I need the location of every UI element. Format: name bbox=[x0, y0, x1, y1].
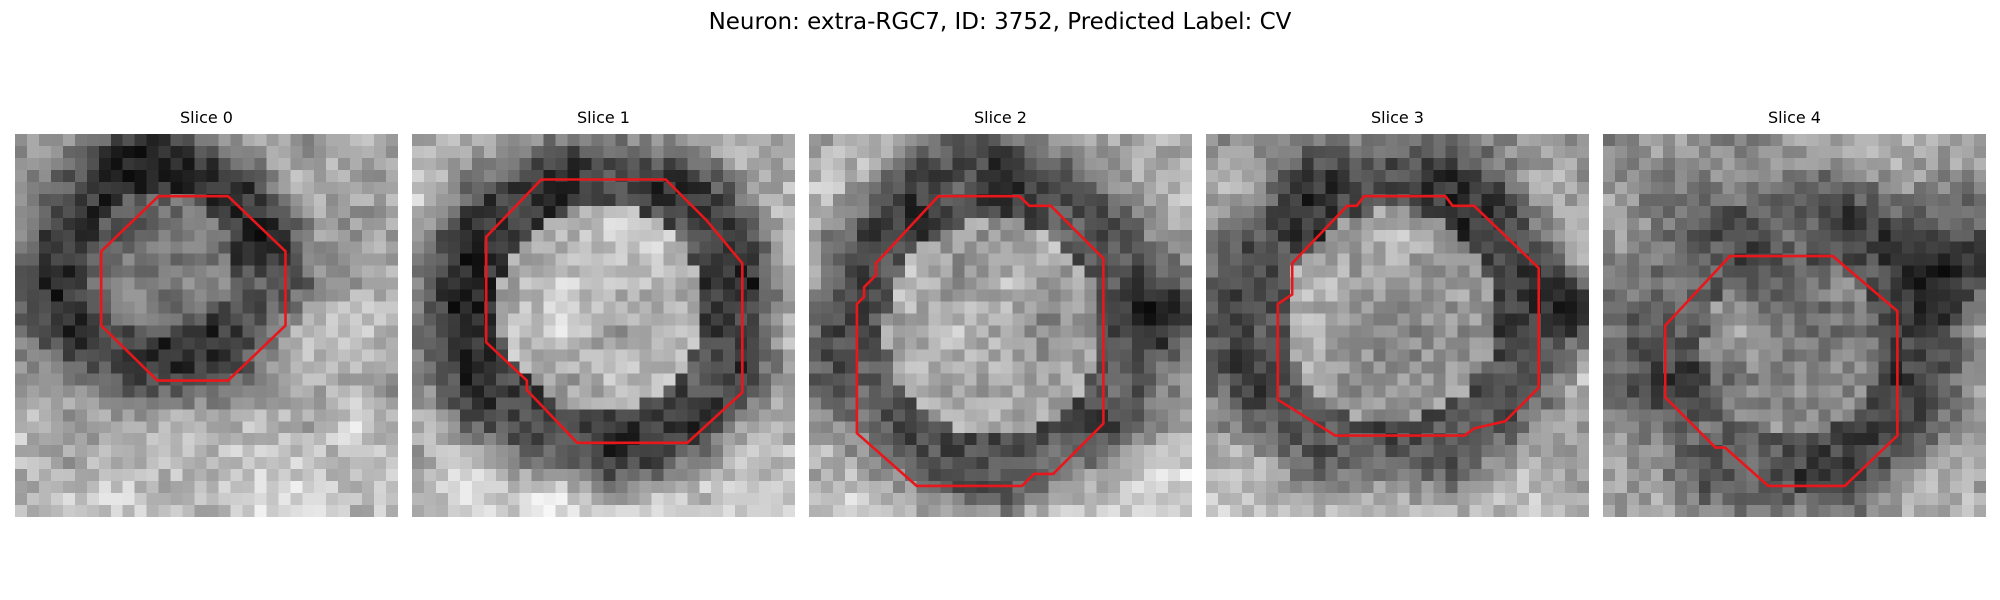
boundary-contour bbox=[1276, 194, 1541, 437]
slice-image bbox=[1206, 134, 1589, 517]
pixel-grid bbox=[809, 134, 1192, 517]
boundary-contour bbox=[1663, 254, 1899, 488]
boundary-contour bbox=[484, 178, 744, 445]
pixel-grid bbox=[1603, 134, 1986, 517]
pixel-grid bbox=[412, 134, 795, 517]
slice-image bbox=[412, 134, 795, 517]
slice-title: Slice 1 bbox=[577, 108, 630, 127]
slice-title: Slice 0 bbox=[180, 108, 233, 127]
slice-image bbox=[15, 134, 398, 517]
slice-image bbox=[809, 134, 1192, 517]
slice-title: Slice 4 bbox=[1768, 108, 1821, 127]
slice-image bbox=[1603, 134, 1986, 517]
figure-title: Neuron: extra-RGC7, ID: 3752, Predicted … bbox=[708, 9, 1292, 35]
slice-title: Slice 2 bbox=[974, 108, 1027, 127]
pixel-grid bbox=[1206, 134, 1589, 517]
boundary-contour bbox=[855, 194, 1105, 488]
slice-title: Slice 3 bbox=[1371, 108, 1424, 127]
pixel-grid bbox=[15, 134, 398, 517]
boundary-contour bbox=[99, 194, 287, 382]
